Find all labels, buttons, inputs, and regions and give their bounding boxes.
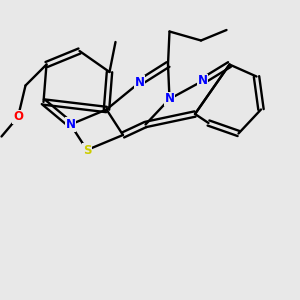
Text: N: N <box>197 74 208 88</box>
Text: N: N <box>65 118 76 131</box>
Text: O: O <box>13 110 23 124</box>
Text: N: N <box>134 76 145 89</box>
Text: N: N <box>164 92 175 106</box>
Text: S: S <box>83 143 91 157</box>
